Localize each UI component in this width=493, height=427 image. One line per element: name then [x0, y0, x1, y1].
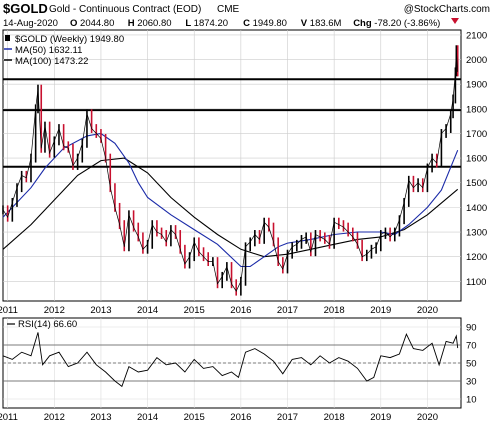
rsi-y-tick-label: 70 — [466, 341, 477, 352]
rsi-x-tick-label: 2017 — [277, 412, 298, 423]
rsi-x-tick-label: 2019 — [370, 412, 391, 423]
rsi-y-tick-label: 50 — [466, 359, 477, 370]
price-y-tick-label: 1300 — [466, 228, 487, 239]
price-panel: 1100 1200 1300 1400 1500 1600 1700 1800 1900 2000… — [0, 29, 487, 316]
quote-stats: O 2044.80 H 2060.80 L 1874.20 C 1949.80 V 18… — [70, 18, 440, 29]
price-x-tick-label: 2020 — [417, 305, 438, 316]
quote-date: 14-Aug-2020 — [3, 18, 58, 29]
price-y-tick-label: 1800 — [466, 104, 487, 115]
chart-symbol: $GOLD — [3, 1, 48, 16]
quote-stat: V 183.6M — [301, 18, 342, 29]
price-y-tick-label: 2100 — [466, 30, 487, 41]
rsi-x-tick-label: 2011 — [0, 412, 18, 423]
legend-entry: $GOLD (Weekly) 1949.80 — [15, 34, 124, 45]
quote-stat: Chg -78.20 (-3.86%) — [353, 18, 440, 29]
rsi-x-tick-label: 2013 — [90, 412, 111, 423]
rsi-y-tick-label: 90 — [466, 323, 477, 334]
rsi-y-tick-label: 30 — [466, 377, 477, 388]
price-x-tick-label: 2013 — [90, 305, 111, 316]
rsi-x-tick-label: 2020 — [417, 412, 438, 423]
rsi-x-tick-label: 2012 — [44, 412, 65, 423]
exchange-label: CME — [217, 4, 240, 15]
price-y-tick-label: 1700 — [466, 129, 487, 140]
rsi-x-tick-label: 2014 — [137, 412, 158, 423]
price-y-ticks: 1100 1200 1300 1400 1500 1600 1700 1800 1900 2000… — [466, 30, 487, 287]
rsi-x-ticks: 2011 2012 2013 2014 2015 2016 2017 2018 2019 2020 — [0, 412, 438, 423]
price-series — [2, 45, 459, 296]
price-x-tick-label: 2015 — [184, 305, 205, 316]
price-x-tick-label: 2011 — [0, 305, 18, 316]
rsi-x-tick-label: 2015 — [184, 412, 205, 423]
price-x-tick-label: 2014 — [137, 305, 158, 316]
quote-stat: H 2060.80 — [128, 18, 172, 29]
legend-swatch — [5, 35, 10, 41]
price-y-tick-label: 1400 — [466, 203, 487, 214]
rsi-y-ticks: 10 30 50 70 90 — [466, 323, 477, 406]
price-grid — [3, 30, 461, 301]
resistance-lines — [3, 78, 461, 168]
rsi-label: RSI(14) 66.60 — [18, 319, 77, 330]
price-y-tick-label: 1900 — [466, 80, 487, 91]
price-x-ticks: 2011 2012 2013 2014 2015 2016 2017 2018 2019 2020 — [0, 305, 438, 316]
price-x-tick-label: 2019 — [370, 305, 391, 316]
price-y-tick-label: 1500 — [466, 178, 487, 189]
price-close-line — [2, 49, 459, 292]
chart-title: Gold - Continuous Contract (EOD) — [49, 4, 201, 15]
rsi-x-tick-label: 2018 — [324, 412, 345, 423]
down-triangle-icon — [451, 18, 459, 24]
rsi-y-tick-label: 10 — [466, 395, 477, 406]
legend-entry: MA(100) 1473.22 — [15, 56, 88, 67]
ma100-series — [2, 157, 459, 258]
rsi-series — [2, 332, 459, 388]
quote-stat: C 1949.80 — [243, 18, 287, 29]
rsi-line — [2, 332, 459, 388]
price-y-tick-label: 2000 — [466, 55, 487, 66]
price-x-tick-label: 2016 — [230, 305, 251, 316]
price-x-tick-label: 2018 — [324, 305, 345, 316]
watermark: @StockCharts.com — [404, 4, 490, 15]
price-x-tick-label: 2012 — [44, 305, 65, 316]
price-y-tick-label: 1600 — [466, 154, 487, 165]
rsi-x-tick-label: 2016 — [230, 412, 251, 423]
price-y-tick-label: 1200 — [466, 252, 487, 263]
legend-entry: MA(50) 1632.11 — [15, 45, 82, 56]
ma100-line — [2, 157, 459, 258]
rsi-reference-lines — [3, 344, 461, 382]
price-x-tick-label: 2017 — [277, 305, 298, 316]
quote-stat: L 1874.20 — [185, 18, 228, 29]
price-y-tick-label: 1100 — [466, 277, 486, 288]
quote-stat: O 2044.80 — [70, 18, 114, 29]
